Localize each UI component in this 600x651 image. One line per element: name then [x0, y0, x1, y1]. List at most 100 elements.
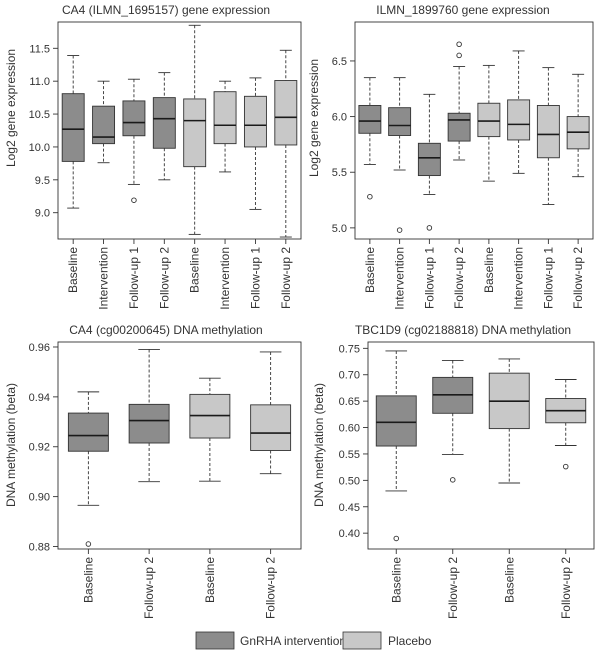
y-axis-label: Log2 gene expression: [4, 49, 18, 167]
y-tick-label: 9.0: [35, 208, 50, 220]
x-tick-label: Follow-up 2: [279, 247, 293, 309]
box-iqr: [61, 93, 85, 162]
legend-label-gnrha: GnRHA intervention: [240, 634, 346, 648]
x-tick-label: Follow-up 2: [452, 247, 466, 309]
outlier-point: [131, 197, 137, 203]
y-tick-label: 6.0: [332, 112, 347, 124]
x-tick-label: Follow-up 1: [422, 247, 436, 309]
outlier-point: [456, 52, 462, 59]
plot-frame: [57, 21, 302, 240]
y-tick-label: 6.5: [332, 56, 347, 68]
y-tick-label: 0.92: [29, 442, 50, 454]
y-tick-label: 0.75: [339, 343, 360, 355]
y-tick-label: 0.88: [29, 542, 50, 554]
x-tick-label: Follow-up 2: [559, 557, 573, 619]
y-tick-label: 0.70: [339, 370, 360, 382]
x-tick-label: Intervention: [218, 247, 232, 310]
box-iqr: [122, 100, 146, 137]
y-tick-label: 11.5: [29, 43, 50, 55]
box-iqr: [243, 95, 267, 148]
box-iqr: [67, 412, 109, 452]
outlier-point: [396, 227, 403, 233]
plot-area: 9.0 9.5 10.0 10.5 11.0 11.5 Baseline Interventi…: [29, 21, 302, 310]
panel-title: ILMN_1899760 gene expression: [376, 3, 549, 17]
x-tick-label: Follow-up 2: [142, 557, 156, 619]
x-tick-label: Baseline: [66, 247, 80, 293]
y-tick-label: 0.96: [29, 342, 50, 354]
box-iqr: [250, 404, 292, 451]
y-tick-label: 0.90: [29, 492, 50, 504]
x-tick-label: Baseline: [482, 247, 496, 293]
y-axis-label: Log2 gene expression: [307, 59, 321, 177]
panel-ilmn-gene-expression: ILMN_1899760 gene expression Log2 gene e…: [307, 3, 594, 310]
y-axis-label: DNA methylation (beta): [312, 383, 326, 507]
x-tick-label: Follow-up 2: [264, 557, 278, 619]
box-iqr: [274, 80, 298, 146]
box-iqr: [477, 102, 501, 138]
y-tick-label: 10.5: [29, 109, 50, 121]
box-iqr: [92, 105, 116, 145]
box-iqr: [358, 105, 382, 134]
y-axis-label: DNA methylation (beta): [4, 383, 18, 507]
x-tick-label: Baseline: [389, 557, 403, 603]
x-tick-label: Baseline: [188, 247, 202, 293]
y-tick-label: 10.0: [29, 142, 50, 154]
panel-title: CA4 (ILMN_1695157) gene expression: [62, 3, 270, 17]
panel-tbc1d9-dna-methylation: TBC1D9 (cg02188818) DNA methylation DNA …: [312, 323, 595, 619]
legend-swatch-placebo: [342, 631, 382, 650]
y-tick-label: 11.0: [29, 76, 50, 88]
outlier-point: [426, 225, 433, 231]
x-tick-label: Intervention: [393, 247, 407, 310]
y-tick-label: 5.0: [332, 223, 347, 235]
box-iqr: [447, 112, 471, 142]
y-tick-label: 9.5: [35, 175, 50, 187]
plot-frame: [367, 341, 595, 550]
outlier-point: [393, 535, 400, 542]
outlier-point: [367, 193, 373, 200]
outlier-point: [456, 41, 462, 48]
panel-ca4-gene-expression: CA4 (ILMN_1695157) gene expression Log2 …: [4, 3, 302, 310]
box-iqr: [375, 395, 417, 447]
plot-frame: [57, 341, 302, 550]
x-tick-label: Follow-up 2: [571, 247, 585, 309]
x-tick-label: Baseline: [502, 557, 516, 603]
x-tick-label: Intervention: [512, 247, 526, 310]
outlier-point: [450, 477, 456, 483]
panel-ca4-dna-methylation: CA4 (cg00200645) DNA methylation DNA met…: [4, 323, 302, 619]
x-tick-label: Baseline: [363, 247, 377, 293]
x-tick-label: Intervention: [97, 247, 111, 310]
legend-label-placebo: Placebo: [388, 634, 432, 648]
legend-swatch-gnrha: [195, 631, 235, 650]
plot-frame: [354, 21, 594, 240]
y-tick-label: 0.50: [339, 475, 360, 487]
plot-area: 5.0 5.5 6.0 6.5 Baseline Intervention Follow-u…: [332, 21, 594, 310]
panel-title: CA4 (cg00200645) DNA methylation: [69, 323, 262, 337]
outlier-point: [85, 541, 92, 547]
y-tick-label: 5.5: [332, 167, 347, 179]
x-tick-label: Baseline: [203, 557, 217, 603]
plot-area: 0.40 0.45 0.50 0.55 0.60 0.65 0.70 0.75 Baseline…: [339, 341, 595, 619]
panel-title: TBC1D9 (cg02188818) DNA methylation: [355, 323, 571, 337]
plot-area: 0.88 0.90 0.92 0.94 0.96 Baseline Follow-up 2 B…: [29, 341, 302, 619]
x-tick-label: Follow-up 1: [541, 247, 555, 309]
y-tick-label: 0.45: [339, 502, 360, 514]
outlier-point: [563, 463, 569, 470]
y-tick-label: 0.55: [339, 449, 360, 461]
box-iqr: [128, 403, 170, 444]
x-tick-label: Follow-up 1: [127, 247, 141, 309]
x-tick-label: Follow-up 2: [157, 247, 171, 309]
y-tick-label: 0.65: [339, 396, 360, 408]
box-iqr: [536, 105, 560, 159]
x-tick-label: Baseline: [81, 557, 95, 603]
box-iqr: [417, 142, 441, 177]
box-iqr: [507, 99, 531, 141]
box-iqr: [183, 98, 207, 168]
legend: GnRHA intervention Placebo: [195, 631, 432, 650]
y-tick-label: 0.94: [29, 392, 50, 404]
x-tick-label: Follow-up 2: [446, 557, 460, 619]
box-iqr: [213, 91, 237, 145]
box-iqr: [152, 97, 176, 149]
y-tick-label: 0.60: [339, 423, 360, 435]
y-tick-label: 0.40: [339, 528, 360, 540]
